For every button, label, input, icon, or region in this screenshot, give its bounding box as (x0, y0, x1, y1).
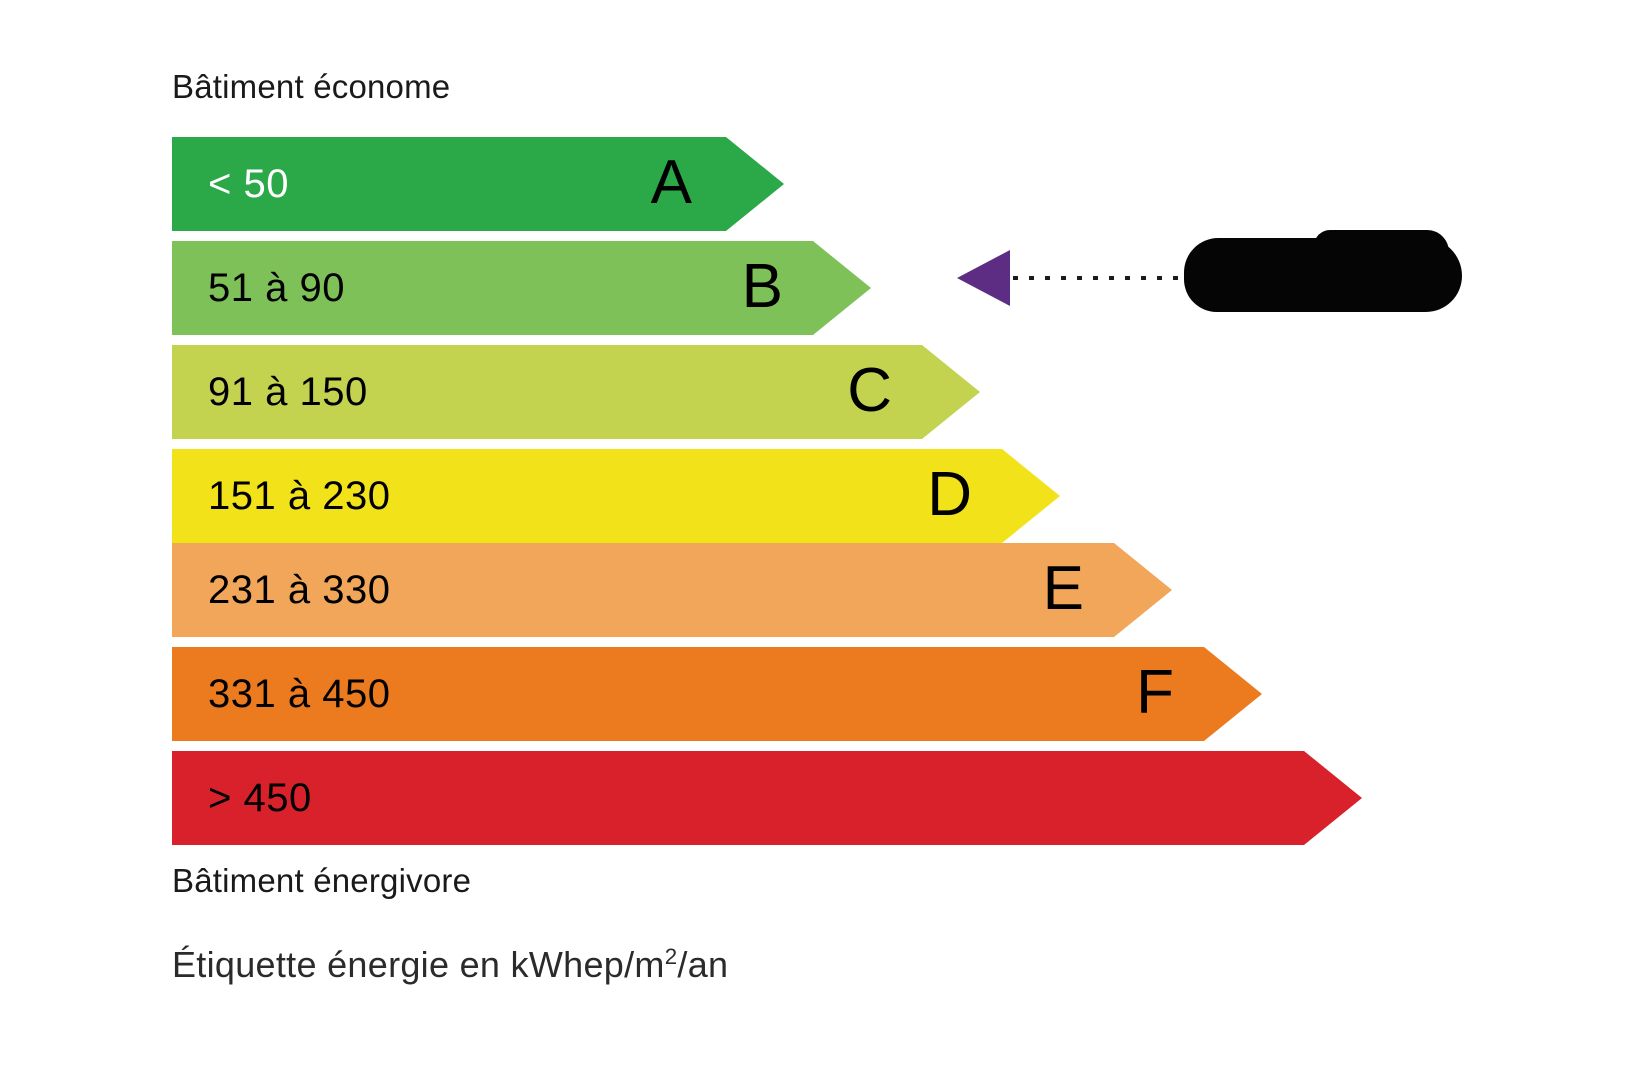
bar-shape-e (172, 543, 1172, 637)
bar-shape-g (172, 751, 1362, 845)
bar-shape-b (172, 241, 871, 335)
bar-shape-a (172, 137, 784, 231)
caption-tail-text: /an (677, 944, 729, 985)
rating-arrow-icon (957, 250, 1010, 306)
economical-building-heading: Bâtiment économe (172, 68, 451, 105)
energy-class-bar-b: 51 à 90 B (172, 241, 871, 335)
bar-shape-f (172, 647, 1262, 741)
caption-superscript: 2 (664, 944, 678, 969)
energy-class-bar-c: 91 à 150 C (172, 345, 980, 439)
redacted-value-mark (1184, 230, 1462, 312)
chart-caption: Étiquette énergie en kWhep/m2/an (172, 944, 728, 986)
energy-class-bar-f: 331 à 450 F (172, 647, 1262, 741)
bar-shape-d (172, 449, 1060, 543)
energy-hungry-building-heading: Bâtiment énergivore (172, 862, 472, 899)
bar-shape-c (172, 345, 980, 439)
caption-main-text: Étiquette énergie en kWhep/m (172, 944, 665, 985)
energy-class-bar-d: 151 à 230 D (172, 449, 1060, 543)
energy-class-bar-e: 231 à 330 E (172, 543, 1172, 637)
energy-class-bar-a: < 50 A (172, 137, 784, 231)
energy-class-bar-g: > 450 (172, 751, 1362, 845)
